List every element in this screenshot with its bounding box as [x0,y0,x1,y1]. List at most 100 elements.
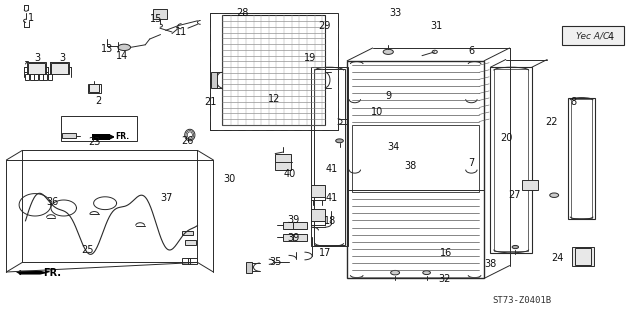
Text: 14: 14 [116,51,129,61]
Text: 13: 13 [101,44,113,54]
Bar [275,154,291,170]
Bar [568,98,595,219]
Text: 4: 4 [607,32,613,42]
Text: 7: 7 [468,158,475,168]
Circle shape [118,44,131,51]
Bar [88,84,101,93]
Bar [246,262,252,273]
Text: 41: 41 [325,193,338,204]
Text: 2: 2 [96,96,102,106]
Bar [62,133,76,138]
Text: 34: 34 [387,142,399,152]
Bar [182,258,190,264]
Bar [39,74,43,80]
Text: 32: 32 [438,274,451,284]
Text: 36: 36 [46,197,59,207]
Bar [153,9,167,19]
Bar [352,125,479,192]
Text: 16: 16 [440,248,452,258]
Text: FR.: FR. [43,268,61,278]
Bar [27,62,46,74]
Text: 41: 41 [325,164,338,174]
Text: 28: 28 [236,8,248,18]
Bar [50,62,69,74]
Bar [490,67,532,253]
Text: 23: 23 [88,137,101,148]
Text: ST73-Z0401B: ST73-Z0401B [493,296,552,305]
Bar [30,74,34,80]
Text: 25: 25 [82,244,94,255]
Text: 35: 35 [269,257,282,267]
Circle shape [512,245,519,249]
Bar [314,69,345,245]
Text: 39: 39 [287,233,299,244]
Circle shape [336,139,343,143]
Bar [572,247,594,266]
Bar [283,234,297,241]
Text: 9: 9 [385,91,392,101]
Text: 29: 29 [318,20,331,31]
Bar [210,13,338,130]
Bar [28,63,45,74]
Text: 18: 18 [324,216,336,227]
Text: 39: 39 [287,215,299,225]
Bar [185,240,196,245]
Polygon shape [19,271,49,275]
Text: 17: 17 [318,248,331,258]
Text: 8: 8 [570,97,576,108]
Text: 38: 38 [484,259,497,269]
Text: 31: 31 [430,20,443,31]
Text: 1: 1 [27,12,34,23]
Bar [311,209,325,221]
Bar [283,222,297,229]
Bar [293,234,307,241]
Bar [34,74,38,80]
Text: 38: 38 [404,161,417,172]
Text: 40: 40 [283,169,296,180]
Text: 37: 37 [161,193,173,204]
Text: 33: 33 [389,8,401,18]
Circle shape [390,270,399,275]
Text: 24: 24 [551,252,564,263]
Text: 21: 21 [204,97,217,108]
Bar [222,15,325,125]
Polygon shape [16,270,21,275]
Text: 30: 30 [223,174,236,184]
Bar [311,185,325,197]
Text: FR.: FR. [115,132,129,141]
Bar [311,67,348,246]
Text: Yec A/C: Yec A/C [576,31,610,40]
Circle shape [383,49,394,54]
Text: 10: 10 [371,107,383,117]
Text: 22: 22 [545,116,557,127]
Bar [562,26,624,45]
Text: 3: 3 [34,52,40,63]
Circle shape [550,193,559,197]
Bar [494,69,528,251]
Text: 3: 3 [59,52,66,63]
Bar [188,258,197,264]
Polygon shape [92,134,110,140]
Bar [211,72,217,88]
Bar [575,248,591,265]
Bar [347,61,484,278]
Bar [89,84,99,92]
Bar [43,74,47,80]
Bar [25,74,29,80]
Bar [182,231,193,235]
Bar [48,74,52,80]
Bar [61,116,137,141]
Text: 6: 6 [468,46,475,56]
Text: 15: 15 [150,14,162,24]
Text: 26: 26 [182,136,194,146]
Text: 27: 27 [508,190,521,200]
Text: 20: 20 [500,132,513,143]
Bar [51,63,68,74]
Text: 19: 19 [304,52,317,63]
Bar [522,180,538,190]
Text: 12: 12 [268,94,280,104]
Circle shape [423,271,431,275]
Bar [571,99,592,218]
Text: 11: 11 [175,27,188,37]
Bar [293,222,307,229]
